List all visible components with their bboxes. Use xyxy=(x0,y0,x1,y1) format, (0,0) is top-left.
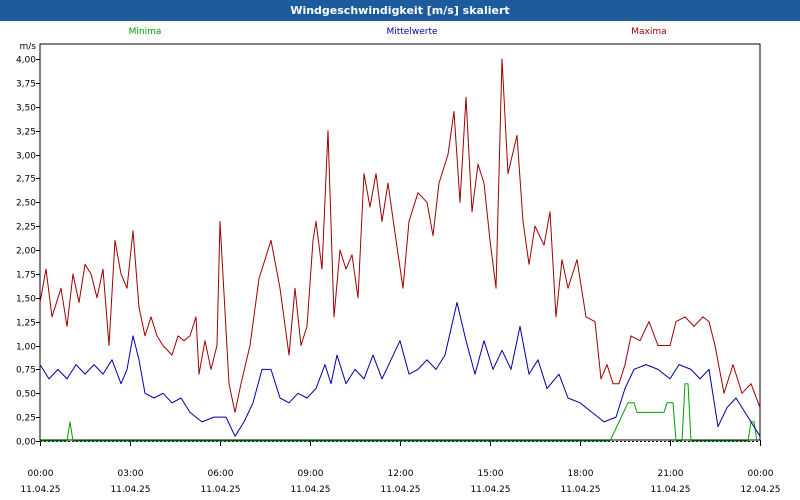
x-tick-date: 11.04.25 xyxy=(200,485,240,495)
y-tick-label: 2,50 xyxy=(16,199,36,209)
x-tick-date: 11.04.25 xyxy=(380,485,420,495)
axes: 0,00 0,25 0,50 0,75 1,00 1,25 1,50 1,75 2,00 2,25… xyxy=(16,42,781,495)
y-tick-label: 1,75 xyxy=(16,271,36,281)
y-tick-label: 1,00 xyxy=(16,343,36,353)
chart-area: 0,00 0,25 0,50 0,75 1,00 1,25 1,50 1,75 2,00 2,25… xyxy=(16,27,781,495)
chart-title: Windgeschwindigkeit [m/s] skaliert xyxy=(0,0,800,21)
x-tick-date: 11.04.25 xyxy=(470,485,510,495)
y-tick-label: 2,75 xyxy=(16,175,36,185)
y-tick-label: 0,50 xyxy=(16,390,36,400)
x-tick-date: 11.04.25 xyxy=(290,485,330,495)
x-tick-time: 09:00 xyxy=(298,469,324,479)
series-lines xyxy=(39,58,761,442)
x-tick-time: 18:00 xyxy=(568,469,594,479)
x-tick-date: 11.04.25 xyxy=(110,485,150,495)
x-tick-time: 06:00 xyxy=(208,469,234,479)
x-tick-time: 03:00 xyxy=(118,469,144,479)
x-tick-date: 12.04.25 xyxy=(740,485,780,495)
x-tick-date: 11.04.25 xyxy=(20,485,60,495)
y-tick-label: 2,00 xyxy=(16,247,36,257)
legend-maxima: Maxima xyxy=(631,27,666,37)
series-line-minima xyxy=(40,383,758,442)
x-tick-time: 21:00 xyxy=(658,469,684,479)
y-axis-unit: m/s xyxy=(20,42,37,52)
legend-mittelwerte: Mittelwerte xyxy=(386,27,437,37)
y-tick-label: 0,25 xyxy=(16,414,36,424)
y-tick-label: 3,75 xyxy=(16,80,36,90)
x-tick-date: 11.04.25 xyxy=(650,485,690,495)
x-tick-date: 11.04.25 xyxy=(560,485,600,495)
x-tick-time: 00:00 xyxy=(748,469,774,479)
y-tick-label: 4,00 xyxy=(16,56,36,66)
y-tick-label: 3,25 xyxy=(16,128,36,138)
y-tick-label: 3,00 xyxy=(16,152,36,162)
y-tick-label: 0,00 xyxy=(16,438,36,448)
y-tick-label: 0,75 xyxy=(16,366,36,376)
x-tick-time: 00:00 xyxy=(28,469,54,479)
series-line-maxima xyxy=(39,58,761,413)
y-tick-label: 1,25 xyxy=(16,319,36,329)
legend: Minima Mittelwerte Maxima xyxy=(129,27,667,37)
y-tick-label: 1,50 xyxy=(16,295,36,305)
plot-frame xyxy=(39,43,761,441)
x-tick-time: 15:00 xyxy=(478,469,504,479)
series-line-mittelwerte xyxy=(39,302,761,437)
legend-minima: Minima xyxy=(129,27,162,37)
y-tick-label: 2,25 xyxy=(16,223,36,233)
y-tick-label: 3,50 xyxy=(16,104,36,114)
x-tick-time: 12:00 xyxy=(388,469,414,479)
